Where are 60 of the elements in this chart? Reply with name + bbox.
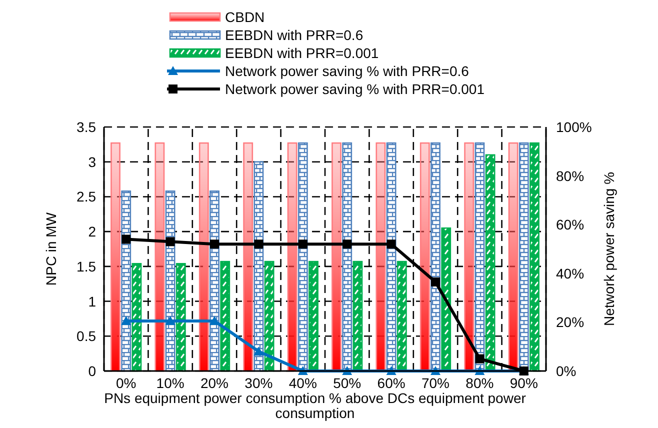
y2-axis-title: Network power saving % — [601, 172, 617, 326]
bar — [254, 161, 264, 372]
bar — [121, 190, 132, 372]
x-tick-label: 30% — [244, 375, 273, 391]
x-tick-label: 40% — [288, 375, 317, 391]
bar — [264, 260, 274, 372]
y-tick-label: 0.5 — [76, 328, 96, 344]
x-tick-label: 20% — [200, 375, 229, 391]
bar — [110, 142, 120, 372]
bar — [198, 142, 209, 372]
x-tick-label: 0% — [116, 375, 136, 391]
x-tick-label: 90% — [510, 375, 538, 391]
y2-tick-label: 40% — [556, 265, 584, 282]
x-tick-label: 50% — [333, 375, 362, 391]
bar — [154, 142, 165, 372]
bar — [530, 142, 540, 372]
y2-tick-label: 100% — [556, 119, 592, 135]
y-tick-label: 3.5 — [76, 119, 96, 135]
legend-label: Network power saving % with PRR=0.001 — [225, 81, 485, 97]
x-tick-label: 80% — [466, 375, 494, 391]
bar — [298, 142, 308, 372]
y-tick-label: 1 — [88, 293, 96, 310]
point — [122, 234, 131, 244]
x-tick-label: 10% — [156, 375, 184, 391]
point — [431, 277, 440, 286]
x-axis-title: PNs equipment power consumption % above DCs equipment power consumption — [104, 390, 526, 421]
y-tick-label: 2 — [88, 224, 96, 240]
y-tick-label: 2.5 — [76, 188, 96, 205]
point — [475, 354, 484, 364]
y2-tick-label: 20% — [556, 314, 584, 330]
bar — [243, 142, 254, 372]
bar — [518, 142, 529, 372]
point — [254, 346, 264, 356]
point — [298, 240, 308, 249]
point — [165, 316, 176, 325]
legend-label: EEBDN with PRR=0.6 — [225, 27, 364, 43]
bar — [210, 190, 220, 372]
point — [342, 240, 352, 249]
point — [121, 316, 132, 325]
bar — [132, 262, 142, 372]
bar — [176, 262, 186, 372]
legend-label: EEBDN with PRR=0.001 — [225, 45, 379, 61]
y-tick-label: 3 — [88, 154, 96, 170]
y2-tick-label: 0% — [556, 363, 576, 379]
legend-label: CBDN — [225, 9, 265, 25]
x-tick-label: 60% — [377, 375, 406, 391]
x-tick-label: 70% — [421, 375, 450, 391]
bar — [287, 142, 298, 372]
legend-label: Network power saving % with PRR=0.6 — [225, 63, 470, 79]
y2-tick-label: 80% — [556, 168, 584, 184]
point — [386, 240, 396, 249]
y-axis-title: NPC in MW — [43, 212, 59, 286]
bar — [165, 190, 176, 372]
y-tick-label: 0 — [88, 363, 96, 379]
y2-tick-label: 60% — [556, 216, 584, 233]
bar — [220, 260, 230, 372]
y-tick-label: 1.5 — [76, 258, 96, 274]
point — [254, 240, 264, 249]
point — [210, 240, 219, 249]
point — [166, 237, 175, 246]
